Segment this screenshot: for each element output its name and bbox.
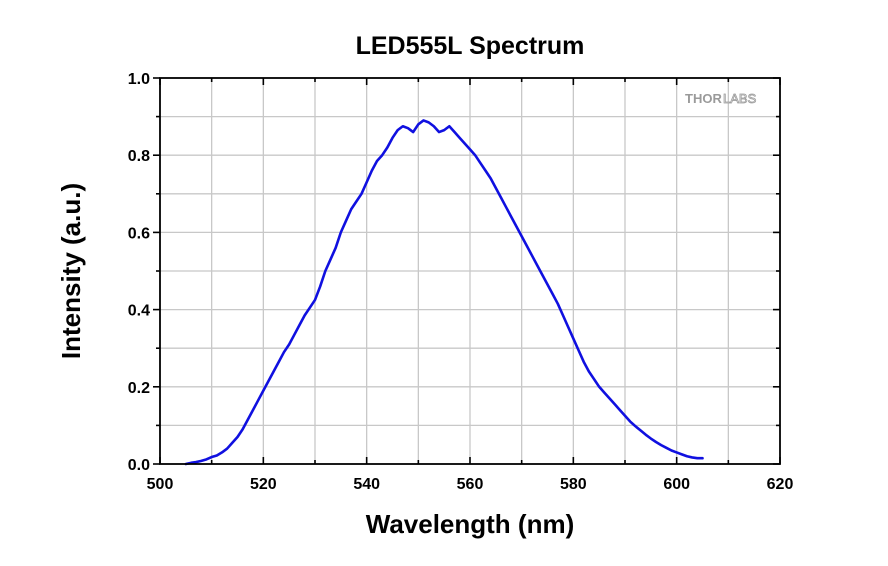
x-tick-label: 600 bbox=[663, 476, 690, 493]
x-tick-label: 540 bbox=[353, 476, 380, 493]
y-tick-labels: 0.0 0.2 0.4 0.6 0.8 1.0 bbox=[128, 71, 150, 474]
grid bbox=[160, 78, 780, 464]
x-tick-label: 520 bbox=[250, 476, 277, 493]
y-tick-label: 0.0 bbox=[128, 457, 150, 474]
y-tick-label: 1.0 bbox=[128, 71, 150, 88]
x-tick-labels: 500 520 540 560 580 600 620 bbox=[147, 476, 794, 493]
x-tick-label: 500 bbox=[147, 476, 174, 493]
y-tick-label: 0.6 bbox=[128, 225, 150, 242]
x-tick-label: 620 bbox=[767, 476, 794, 493]
series-line bbox=[184, 119, 704, 466]
x-axis-label: Wavelength (nm) bbox=[366, 509, 574, 539]
x-tick-label: 560 bbox=[457, 476, 484, 493]
x-tick-label: 580 bbox=[560, 476, 587, 493]
axis-ticks bbox=[153, 77, 781, 465]
y-tick-label: 0.4 bbox=[128, 303, 150, 320]
y-axis-label: Intensity (a.u.) bbox=[56, 183, 86, 359]
watermark-thor: THOR bbox=[685, 91, 722, 106]
y-tick-label: 0.2 bbox=[128, 380, 150, 397]
chart-title: LED555L Spectrum bbox=[356, 32, 585, 60]
watermark-logo: THOR LABS bbox=[685, 91, 757, 107]
watermark-labs: LABS bbox=[723, 91, 757, 106]
y-tick-label: 0.8 bbox=[128, 148, 150, 165]
